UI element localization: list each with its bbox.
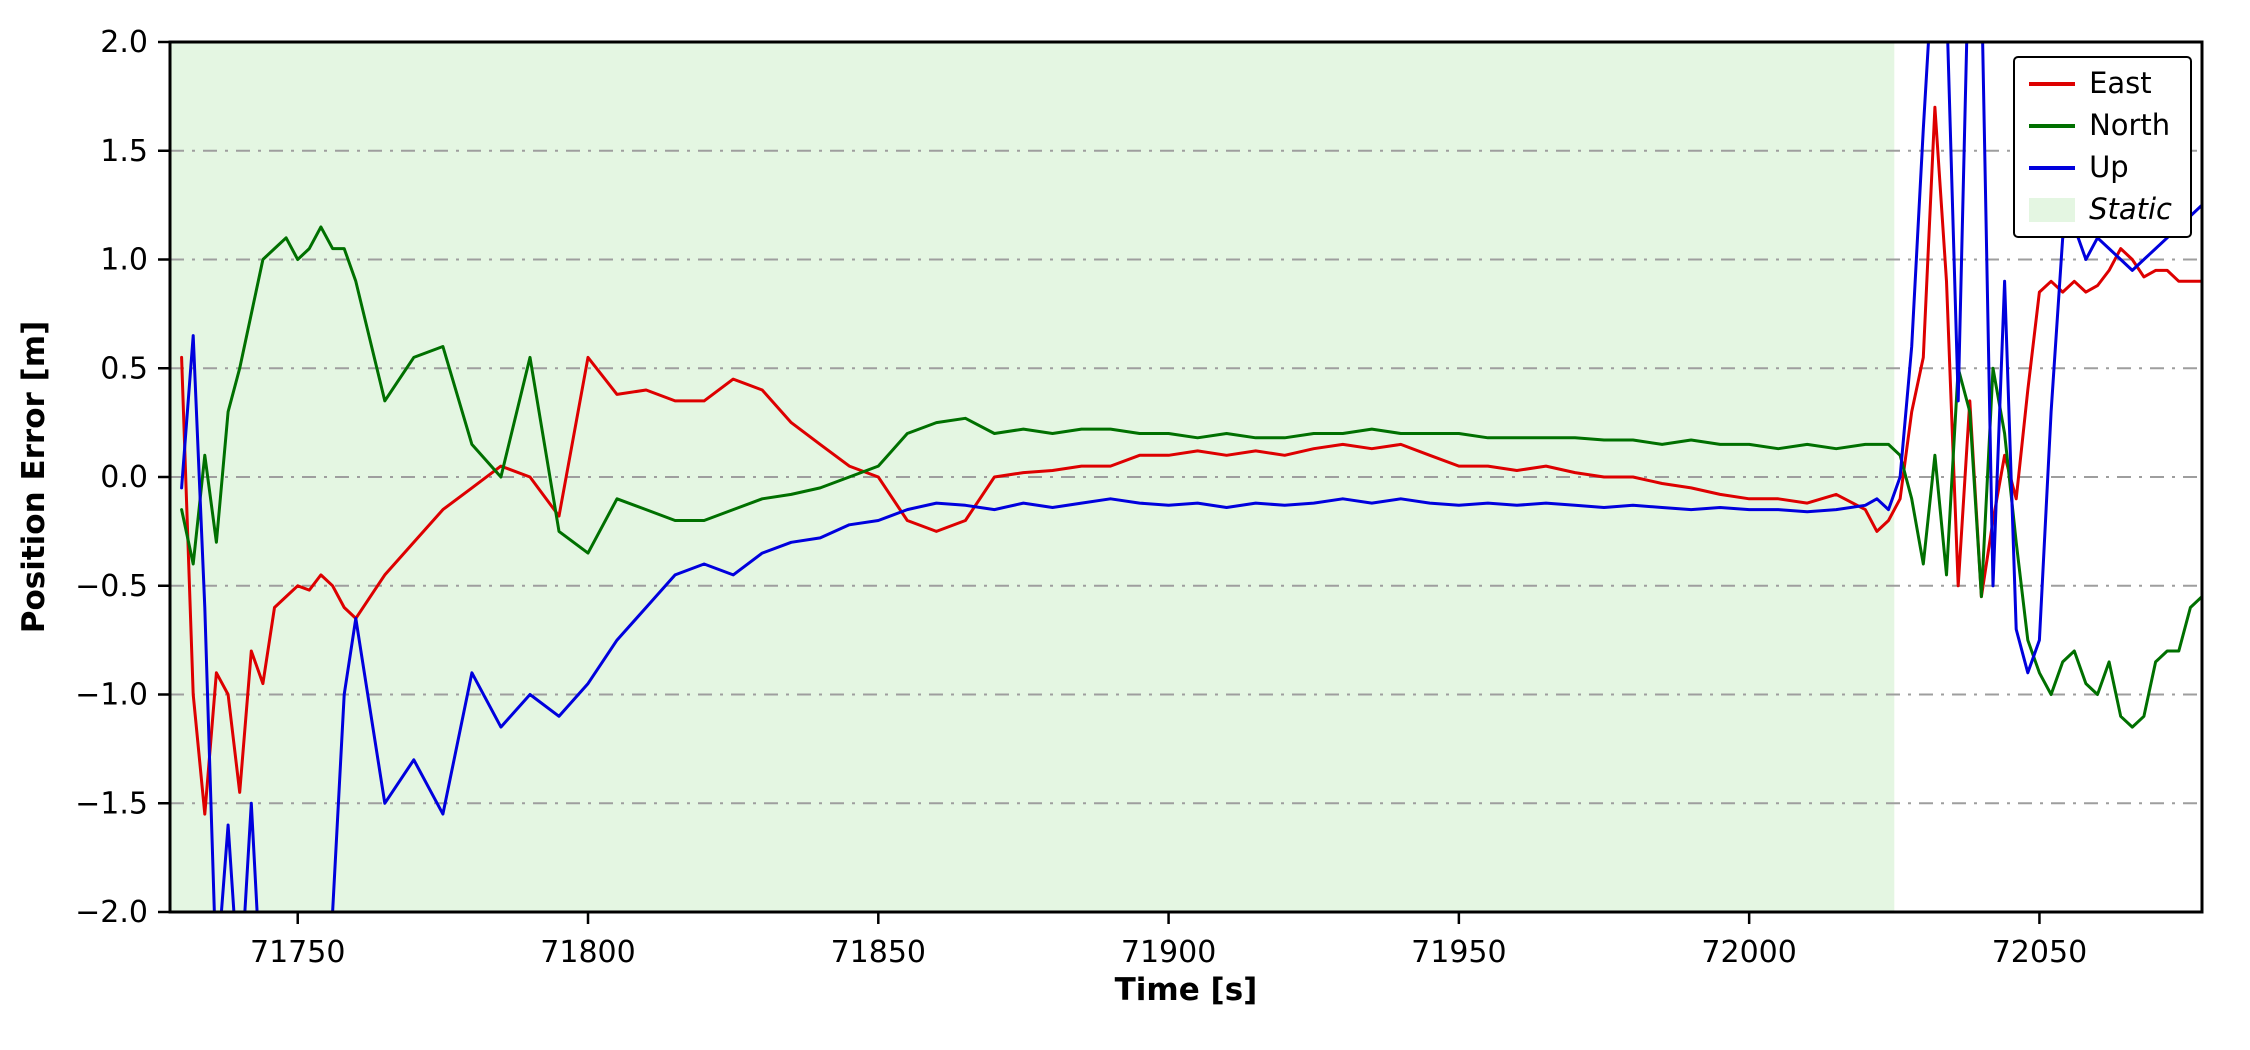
legend-label-static: Static — [2089, 191, 2172, 226]
y-tick-label: −1.5 — [75, 786, 148, 821]
x-axis-label: Time [s] — [1114, 972, 1258, 1008]
y-tick-label: 0.5 — [100, 351, 148, 386]
legend: East North Up Static — [2013, 56, 2192, 238]
y-tick-label: 1.0 — [100, 243, 148, 278]
x-tick-label: 72050 — [1992, 935, 2087, 970]
legend-line-up — [2029, 165, 2076, 170]
legend-line-east — [2029, 81, 2076, 86]
x-tick-label: 72000 — [1701, 935, 1796, 970]
legend-label-north: North — [2089, 107, 2171, 142]
x-tick-label: 71900 — [1121, 935, 1216, 970]
legend-item-static: Static — [2029, 191, 2172, 226]
series-up-line — [180, 42, 2202, 912]
series-east-line — [180, 105, 2202, 816]
legend-line-north — [2029, 123, 2076, 128]
y-tick-label: 1.5 — [100, 134, 148, 169]
x-tick-label: 71750 — [250, 935, 345, 970]
x-tick-label: 71950 — [1411, 935, 1506, 970]
legend-item-north: North — [2029, 107, 2172, 142]
y-tick-label: −2.0 — [75, 895, 148, 930]
y-tick-label: −0.5 — [75, 569, 148, 604]
x-tick-label: 71800 — [540, 935, 635, 970]
legend-label-up: Up — [2089, 149, 2129, 184]
legend-patch-static — [2029, 197, 2076, 222]
series-north-line — [180, 225, 2202, 729]
legend-item-east: East — [2029, 66, 2172, 100]
x-tick-label: 71850 — [831, 935, 926, 970]
y-axis-label: Position Error [m] — [16, 320, 52, 634]
legend-item-up: Up — [2029, 149, 2172, 184]
y-tick-label: −1.0 — [75, 678, 148, 713]
legend-label-east: East — [2089, 66, 2152, 100]
y-tick-label: 2.0 — [100, 25, 148, 60]
y-tick-label: 0.0 — [100, 460, 148, 495]
